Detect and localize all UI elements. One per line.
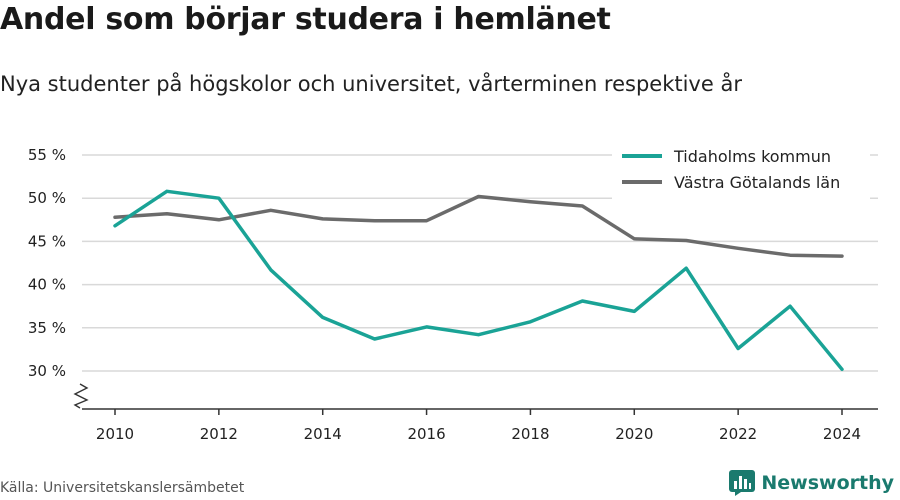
chart-title: Andel som börjar studera i hemlänet bbox=[0, 2, 611, 37]
x-tick-label: 2024 bbox=[823, 425, 861, 443]
series-line-0 bbox=[113, 189, 844, 372]
legend: Tidaholms kommun Västra Götalands län bbox=[612, 140, 870, 202]
chart-subtitle: Nya studenter på högskolor och universit… bbox=[0, 72, 742, 96]
x-axis bbox=[73, 383, 878, 410]
source-note: Källa: Universitetskanslersämbetet bbox=[0, 480, 245, 496]
axis-break-icon bbox=[73, 383, 89, 409]
x-tick-label: 2014 bbox=[304, 425, 342, 443]
x-tick-label: 2020 bbox=[615, 425, 653, 443]
y-tick-label: 50 % bbox=[28, 189, 66, 207]
x-axis-ticks: 2010 2012 2014 2016 2018 2020 2022 2024 bbox=[96, 409, 861, 443]
x-tick-label: 2012 bbox=[200, 425, 238, 443]
brand-logo: Newsworthy bbox=[729, 470, 894, 496]
brand-name: Newsworthy bbox=[761, 472, 894, 494]
y-tick-label: 45 % bbox=[28, 232, 66, 250]
x-tick-label: 2022 bbox=[719, 425, 757, 443]
legend-label: Tidaholms kommun bbox=[673, 147, 831, 166]
y-axis-ticks: 30 % 35 % 40 % 45 % 50 % 55 % bbox=[28, 146, 66, 380]
y-tick-label: 30 % bbox=[28, 362, 66, 380]
y-tick-label: 40 % bbox=[28, 276, 66, 294]
y-tick-label: 35 % bbox=[28, 319, 66, 337]
series-line-1 bbox=[113, 194, 844, 258]
x-tick-label: 2018 bbox=[511, 425, 549, 443]
line-chart: 30 %35 %40 %45 %50 %55 % 2010 2012 2014 201… bbox=[27, 140, 878, 443]
legend-background bbox=[612, 140, 870, 202]
legend-label: Västra Götalands län bbox=[674, 173, 840, 192]
x-tick-label: 2010 bbox=[96, 425, 134, 443]
x-tick-label: 2016 bbox=[407, 425, 445, 443]
series-lines bbox=[113, 189, 844, 372]
y-tick-label: 55 % bbox=[28, 146, 66, 164]
bar-chart-logo-icon bbox=[729, 470, 756, 496]
